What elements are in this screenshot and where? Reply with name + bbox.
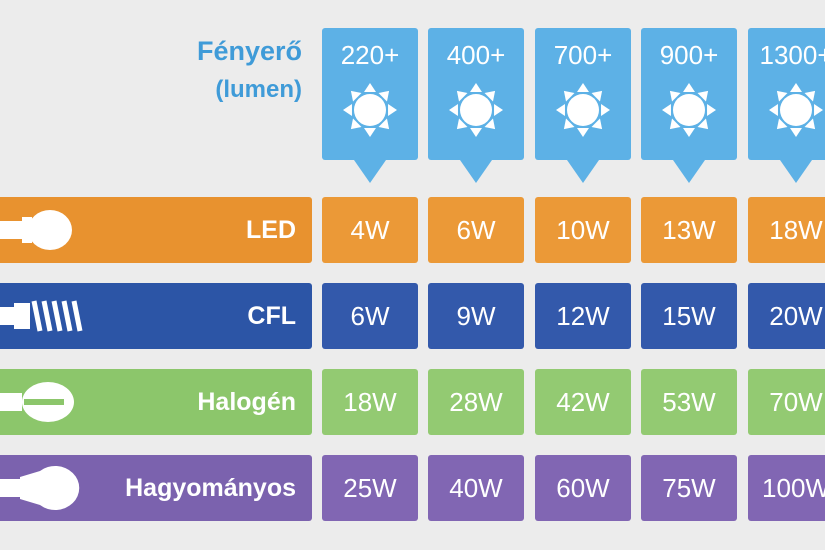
wattage-cell: 10W <box>535 197 631 263</box>
wattage-cell: 42W <box>535 369 631 435</box>
row-label-bar: Halogén <box>0 369 312 435</box>
lumen-label: 220+ <box>340 40 400 70</box>
wattage-cell: 20W <box>748 283 825 349</box>
wattage-cell: 9W <box>428 283 524 349</box>
wattage-cell: 70W <box>748 369 825 435</box>
row-label: LED <box>246 216 296 244</box>
pointer <box>780 160 812 183</box>
pointer <box>567 160 599 183</box>
lumen-label: 400+ <box>446 40 506 70</box>
bulb-icon <box>0 382 74 422</box>
wattage-cell: 75W <box>641 455 737 521</box>
bulb-icon <box>0 466 80 510</box>
wattage-cell: 18W <box>748 197 825 263</box>
row-label: Hagyományos <box>125 474 296 502</box>
wattage-cell: 28W <box>428 369 524 435</box>
wattage-cell: 6W <box>428 197 524 263</box>
sun-icon <box>556 83 610 137</box>
bulb-icon <box>0 210 72 250</box>
lumen-header: 400+ <box>428 28 524 160</box>
pointer <box>460 160 492 183</box>
row-label-bar: Hagyományos <box>0 455 312 521</box>
wattage-cell: 6W <box>322 283 418 349</box>
wattage-cell: 12W <box>535 283 631 349</box>
wattage-cell: 40W <box>428 455 524 521</box>
sun-icon <box>449 83 503 137</box>
lumen-label: 900+ <box>659 40 719 70</box>
wattage-cell: 53W <box>641 369 737 435</box>
sun-icon <box>343 83 397 137</box>
lumen-label: 700+ <box>553 40 613 70</box>
lumen-label: 1300+ <box>759 40 825 70</box>
pointer <box>354 160 386 183</box>
pointer <box>673 160 705 183</box>
wattage-cell: 25W <box>322 455 418 521</box>
lumen-header: 900+ <box>641 28 737 160</box>
wattage-cell: 100W <box>748 455 825 521</box>
lumen-header: 1300+ <box>748 28 825 160</box>
lumen-header: 700+ <box>535 28 631 160</box>
row-label: Halogén <box>197 388 296 416</box>
row-label: CFL <box>247 302 296 330</box>
sun-icon <box>662 83 716 137</box>
wattage-cell: 4W <box>322 197 418 263</box>
header-unit: (lumen) <box>215 76 302 103</box>
sun-icon <box>769 83 823 137</box>
row-label-bar: LED <box>0 197 312 263</box>
header-title: Fényerő <box>196 36 302 66</box>
row-label-bar: CFL <box>0 283 312 349</box>
lumen-header: 220+ <box>322 28 418 160</box>
wattage-cell: 18W <box>322 369 418 435</box>
wattage-cell: 15W <box>641 283 737 349</box>
wattage-cell: 60W <box>535 455 631 521</box>
wattage-cell: 13W <box>641 197 737 263</box>
bulb-icon <box>0 300 83 332</box>
